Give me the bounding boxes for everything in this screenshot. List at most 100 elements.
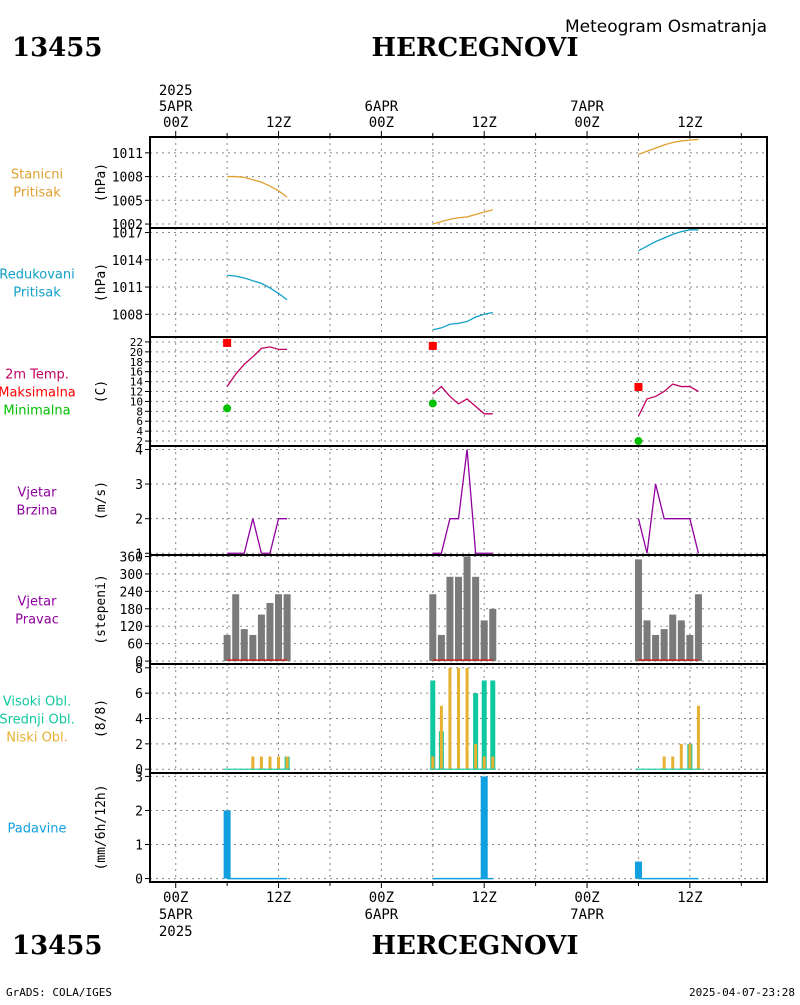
tmax-marker <box>428 341 437 350</box>
wind-dir-bar <box>694 594 702 662</box>
wind-dir-bar <box>634 559 642 662</box>
tmin-marker <box>634 437 643 446</box>
panel-label: Redukovani <box>0 268 75 283</box>
wind-dir-bar <box>249 634 257 662</box>
y-tick-label: 22 <box>130 336 143 349</box>
time-label-top: 6APR <box>365 99 399 115</box>
y-axis-label: (C) <box>94 380 109 403</box>
wind-dir-bar <box>472 576 480 662</box>
cloud-low-bar <box>439 705 443 770</box>
precip-bar <box>480 776 488 879</box>
y-tick-label: 2 <box>135 738 143 753</box>
y-tick-label: 1014 <box>112 254 143 269</box>
time-label-bottom: 6APR <box>365 907 399 923</box>
cloud-low-bar <box>268 756 272 770</box>
panel-frame <box>149 772 768 883</box>
footer-timestamp: 2025-04-07-23:28 <box>689 986 795 999</box>
cloud-low-bar <box>688 743 692 770</box>
time-label-bottom: 12Z <box>266 890 291 906</box>
series-line <box>227 518 288 554</box>
wind-dir-bar <box>446 576 454 662</box>
y-tick-label: 120 <box>120 620 143 635</box>
time-label-bottom: 2025 <box>159 924 193 940</box>
series-line <box>432 311 493 331</box>
time-label-bottom: 00Z <box>163 890 188 906</box>
panel-label: Srednji Obl. <box>0 713 75 728</box>
time-label-bottom: 00Z <box>369 890 394 906</box>
cloud-low-bar <box>431 756 435 770</box>
cloud-high-bar <box>473 693 479 770</box>
panel-label: Pravac <box>15 613 59 628</box>
y-axis-label: (stepeni) <box>94 574 109 644</box>
y-tick-label: 2 <box>135 804 143 819</box>
y-tick-label: 360 <box>120 550 143 565</box>
panel-frame <box>149 336 768 447</box>
y-tick-label: 8 <box>136 405 143 418</box>
wind-dir-bar <box>275 594 283 662</box>
y-tick-label: 2 <box>136 435 143 448</box>
precip-bar <box>223 810 231 879</box>
panel-reduced_pressure: 1008 1011 1014 1017 (hPa) Redukovani Pritisak <box>0 227 768 338</box>
y-axis-label: (hPa) <box>94 263 109 302</box>
y-tick-label: 4 <box>135 713 143 728</box>
wind-dir-bar <box>283 594 291 662</box>
tmax-marker <box>634 383 643 392</box>
wind-dir-bar <box>240 629 248 662</box>
time-label-top: 00Z <box>574 115 599 131</box>
y-tick-label: 0 <box>135 873 143 888</box>
series-line <box>227 274 288 301</box>
wind-dir-bar <box>660 629 668 662</box>
header-station-name: HERCEGNOVI <box>372 33 579 63</box>
wind-dir-bar <box>223 634 231 662</box>
time-label-bottom: 12Z <box>677 890 702 906</box>
panel-label: Stanicni <box>11 168 63 183</box>
y-tick-label: 1 <box>135 547 143 562</box>
wind-dir-bar <box>232 594 240 662</box>
y-tick-label: 16 <box>130 366 143 379</box>
wind-dir-bar <box>669 614 677 662</box>
y-axis-label: (mm/6h/12h) <box>94 784 109 870</box>
cloud-low-bar <box>491 756 495 770</box>
cloud-low-bar <box>259 756 263 770</box>
y-tick-label: 6 <box>136 415 143 428</box>
wind-dir-bar <box>677 620 685 662</box>
wind-dir-bar <box>455 576 462 662</box>
time-label-top: 7APR <box>570 99 604 115</box>
y-tick-label: 240 <box>120 585 143 600</box>
series-line <box>432 449 493 554</box>
cloud-low-bar <box>474 743 478 770</box>
series-line <box>638 229 699 252</box>
y-tick-label: 3 <box>135 770 143 785</box>
y-tick-label: 60 <box>127 638 143 653</box>
cloud-low-bar <box>679 743 683 770</box>
precip-bar <box>634 861 642 879</box>
wind-dir-bar <box>489 608 497 662</box>
y-tick-label: 4 <box>135 443 143 458</box>
y-tick-label: 18 <box>130 356 143 369</box>
cloud-low-bar <box>448 667 452 770</box>
cloud-low-bar <box>251 756 255 770</box>
y-tick-label: 300 <box>120 568 143 583</box>
y-tick-label: 1005 <box>112 194 143 209</box>
wind-dir-bar <box>480 620 488 662</box>
cloud-high-bar <box>481 680 487 770</box>
panel-frame <box>149 136 768 229</box>
wind-dir-bar <box>437 634 445 662</box>
time-label-top: 2025 <box>159 83 193 99</box>
panel-wind_speed: 1 2 3 4 (m/s) Vjetar Brzina <box>17 443 768 562</box>
wind-dir-bar <box>686 634 694 662</box>
y-axis-label: (m/s) <box>94 481 109 520</box>
y-tick-label: 10 <box>130 395 143 408</box>
time-label-top: 00Z <box>369 115 394 131</box>
panel-frame <box>149 227 768 338</box>
y-tick-label: 0 <box>135 655 143 670</box>
panel-label: 2m Temp. <box>5 368 69 383</box>
series-line <box>432 385 493 415</box>
y-tick-label: 2 <box>135 513 143 528</box>
panel-label: Brzina <box>17 504 58 519</box>
footer-credit: GrADS: COLA/IGES <box>6 986 112 999</box>
cloud-low-bar <box>285 756 289 770</box>
series-line <box>637 483 700 554</box>
panel-station_pressure: 1002 1005 1008 1011(hPa) Stanicni Pritisak <box>11 136 768 233</box>
panel-wind_direction: 0 60 120 180 240 300 360 (stepeni) Vjetar Pravac <box>15 550 768 670</box>
